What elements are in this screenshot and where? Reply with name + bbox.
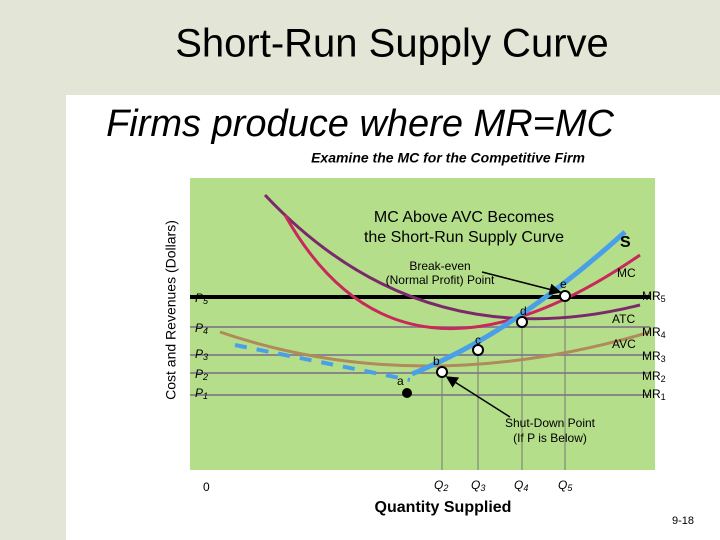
- plot-area: [190, 178, 655, 470]
- annotation: Break-even: [409, 259, 470, 273]
- arrow: [445, 376, 511, 418]
- symbol: P: [195, 367, 203, 381]
- point: [472, 344, 484, 356]
- supply-dashed: [234, 343, 411, 382]
- point: [516, 316, 528, 328]
- annotation: Shut-Down Point: [505, 416, 596, 430]
- point: [402, 388, 412, 398]
- origin-label: 0: [203, 480, 210, 494]
- subscript: 2: [661, 374, 666, 384]
- point-label: a: [397, 374, 404, 388]
- symbol: Q: [471, 478, 480, 492]
- quantity-label: Q2: [434, 478, 448, 493]
- subscript: 5: [661, 294, 666, 304]
- callout: the Short-Run Supply Curve: [364, 229, 564, 246]
- title-band: [0, 0, 720, 95]
- price-label: P3: [195, 347, 208, 362]
- point-label: e: [560, 277, 567, 291]
- symbol: P: [195, 386, 203, 400]
- mr-label: MR3: [642, 349, 666, 364]
- point-label: b: [433, 354, 440, 368]
- curve-label: MC: [617, 266, 636, 280]
- symbol: MR: [642, 325, 661, 339]
- subscript: 4: [661, 330, 666, 340]
- symbol: MR: [642, 349, 661, 363]
- price-label: P4: [195, 321, 208, 336]
- symbol: P: [195, 291, 203, 305]
- symbol: MR: [642, 387, 661, 401]
- point: [559, 290, 571, 302]
- mr-label: MR5: [642, 289, 666, 304]
- subscript: 2: [202, 372, 208, 382]
- point: [436, 366, 448, 378]
- caption: Examine the MC for the Competitive Firm: [311, 150, 585, 166]
- slide-title: Short-Run Supply Curve: [175, 22, 609, 66]
- curve-label: S: [620, 234, 631, 251]
- subscript: 3: [661, 354, 666, 364]
- subscript: 5: [567, 483, 573, 493]
- callout: MC Above AVC Becomes: [374, 209, 554, 226]
- mr-label: MR2: [642, 369, 666, 384]
- subscript: 5: [203, 296, 209, 306]
- mc-curve: [283, 214, 641, 331]
- curve-label: ATC: [612, 312, 635, 326]
- mr-label: MR1: [642, 387, 666, 402]
- annotation: (If P is Below): [513, 431, 587, 445]
- arrow: [481, 271, 562, 296]
- quantity-label: Q5: [558, 478, 573, 493]
- symbol: MR: [642, 289, 661, 303]
- quantity-label: Q3: [471, 478, 485, 493]
- side-band: [0, 0, 66, 540]
- subscript: 4: [523, 483, 528, 493]
- symbol: Q: [434, 478, 443, 492]
- subscript: 3: [480, 483, 485, 493]
- subtitle: Firms produce where MR=MC: [106, 103, 614, 145]
- subscript: 1: [203, 391, 208, 401]
- price-label: P5: [195, 291, 209, 306]
- subscript: 1: [661, 392, 666, 402]
- subscript: 3: [203, 352, 208, 362]
- supply-curve: [411, 230, 627, 377]
- x-axis-label: Quantity Supplied: [375, 499, 512, 516]
- price-label: P2: [195, 367, 208, 382]
- symbol: P: [195, 347, 203, 361]
- subscript: 4: [203, 326, 208, 336]
- atc-curve: [263, 193, 641, 321]
- symbol: P: [195, 321, 203, 335]
- point-label: d: [520, 304, 527, 318]
- subscript: 2: [442, 483, 448, 493]
- quantity-label: Q4: [514, 478, 528, 493]
- page-number: 9-18: [672, 515, 694, 527]
- annotation: (Normal Profit) Point: [386, 273, 495, 287]
- curve-label: AVC: [612, 337, 636, 351]
- price-label: P1: [195, 386, 208, 401]
- symbol: Q: [558, 478, 567, 492]
- y-axis-label: Cost and Revenues (Dollars): [163, 220, 179, 400]
- symbol: Q: [514, 478, 523, 492]
- mr-label: MR4: [642, 325, 666, 340]
- point-label: c: [475, 333, 481, 347]
- symbol: MR: [642, 369, 661, 383]
